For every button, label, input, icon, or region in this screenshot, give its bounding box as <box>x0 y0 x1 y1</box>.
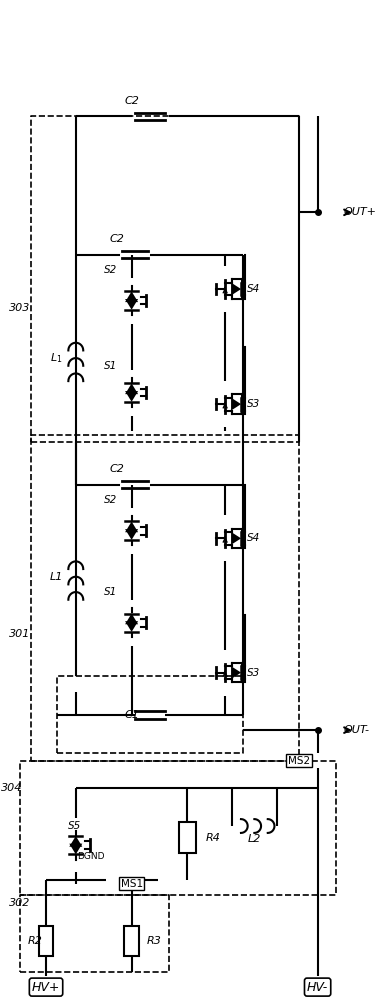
Text: C2: C2 <box>124 96 139 106</box>
Text: L2: L2 <box>248 834 261 844</box>
Text: S4: S4 <box>247 533 260 543</box>
Text: S1: S1 <box>103 361 117 371</box>
Text: S2: S2 <box>103 495 117 505</box>
Polygon shape <box>231 283 241 295</box>
Text: S2: S2 <box>103 265 117 275</box>
Text: 302: 302 <box>9 898 30 908</box>
Text: S5: S5 <box>68 821 82 831</box>
Polygon shape <box>231 666 241 679</box>
Text: L1: L1 <box>50 572 63 582</box>
Polygon shape <box>125 299 138 310</box>
Bar <box>38 926 53 956</box>
Polygon shape <box>125 621 138 632</box>
Text: C2: C2 <box>109 464 124 474</box>
Text: OUT-: OUT- <box>344 725 370 735</box>
Polygon shape <box>125 521 138 532</box>
Text: OUT+: OUT+ <box>344 207 377 217</box>
Polygon shape <box>125 383 138 394</box>
Text: S3: S3 <box>247 399 260 409</box>
Polygon shape <box>125 291 138 302</box>
Polygon shape <box>125 529 138 540</box>
Text: S1: S1 <box>103 587 117 597</box>
Polygon shape <box>231 532 241 545</box>
Text: MS2: MS2 <box>288 756 310 766</box>
Polygon shape <box>125 391 138 402</box>
Text: 301: 301 <box>9 629 30 639</box>
Text: DGND: DGND <box>77 852 104 861</box>
Text: 303: 303 <box>9 303 30 313</box>
Bar <box>124 926 139 956</box>
Polygon shape <box>125 614 138 624</box>
Text: HV-: HV- <box>307 981 328 994</box>
Polygon shape <box>69 844 82 854</box>
Text: R3: R3 <box>146 936 161 946</box>
Text: C1: C1 <box>124 710 139 720</box>
Text: S3: S3 <box>247 668 260 678</box>
Text: MS1: MS1 <box>121 879 143 889</box>
Bar <box>179 822 195 853</box>
Text: R4: R4 <box>206 833 221 843</box>
Polygon shape <box>231 398 241 411</box>
Text: R2: R2 <box>27 936 42 946</box>
Text: $L_1$: $L_1$ <box>50 351 62 365</box>
Text: 304: 304 <box>2 783 23 793</box>
Polygon shape <box>69 836 82 847</box>
Text: S4: S4 <box>247 284 260 294</box>
Text: C2: C2 <box>109 234 124 244</box>
Text: HV+: HV+ <box>32 981 60 994</box>
